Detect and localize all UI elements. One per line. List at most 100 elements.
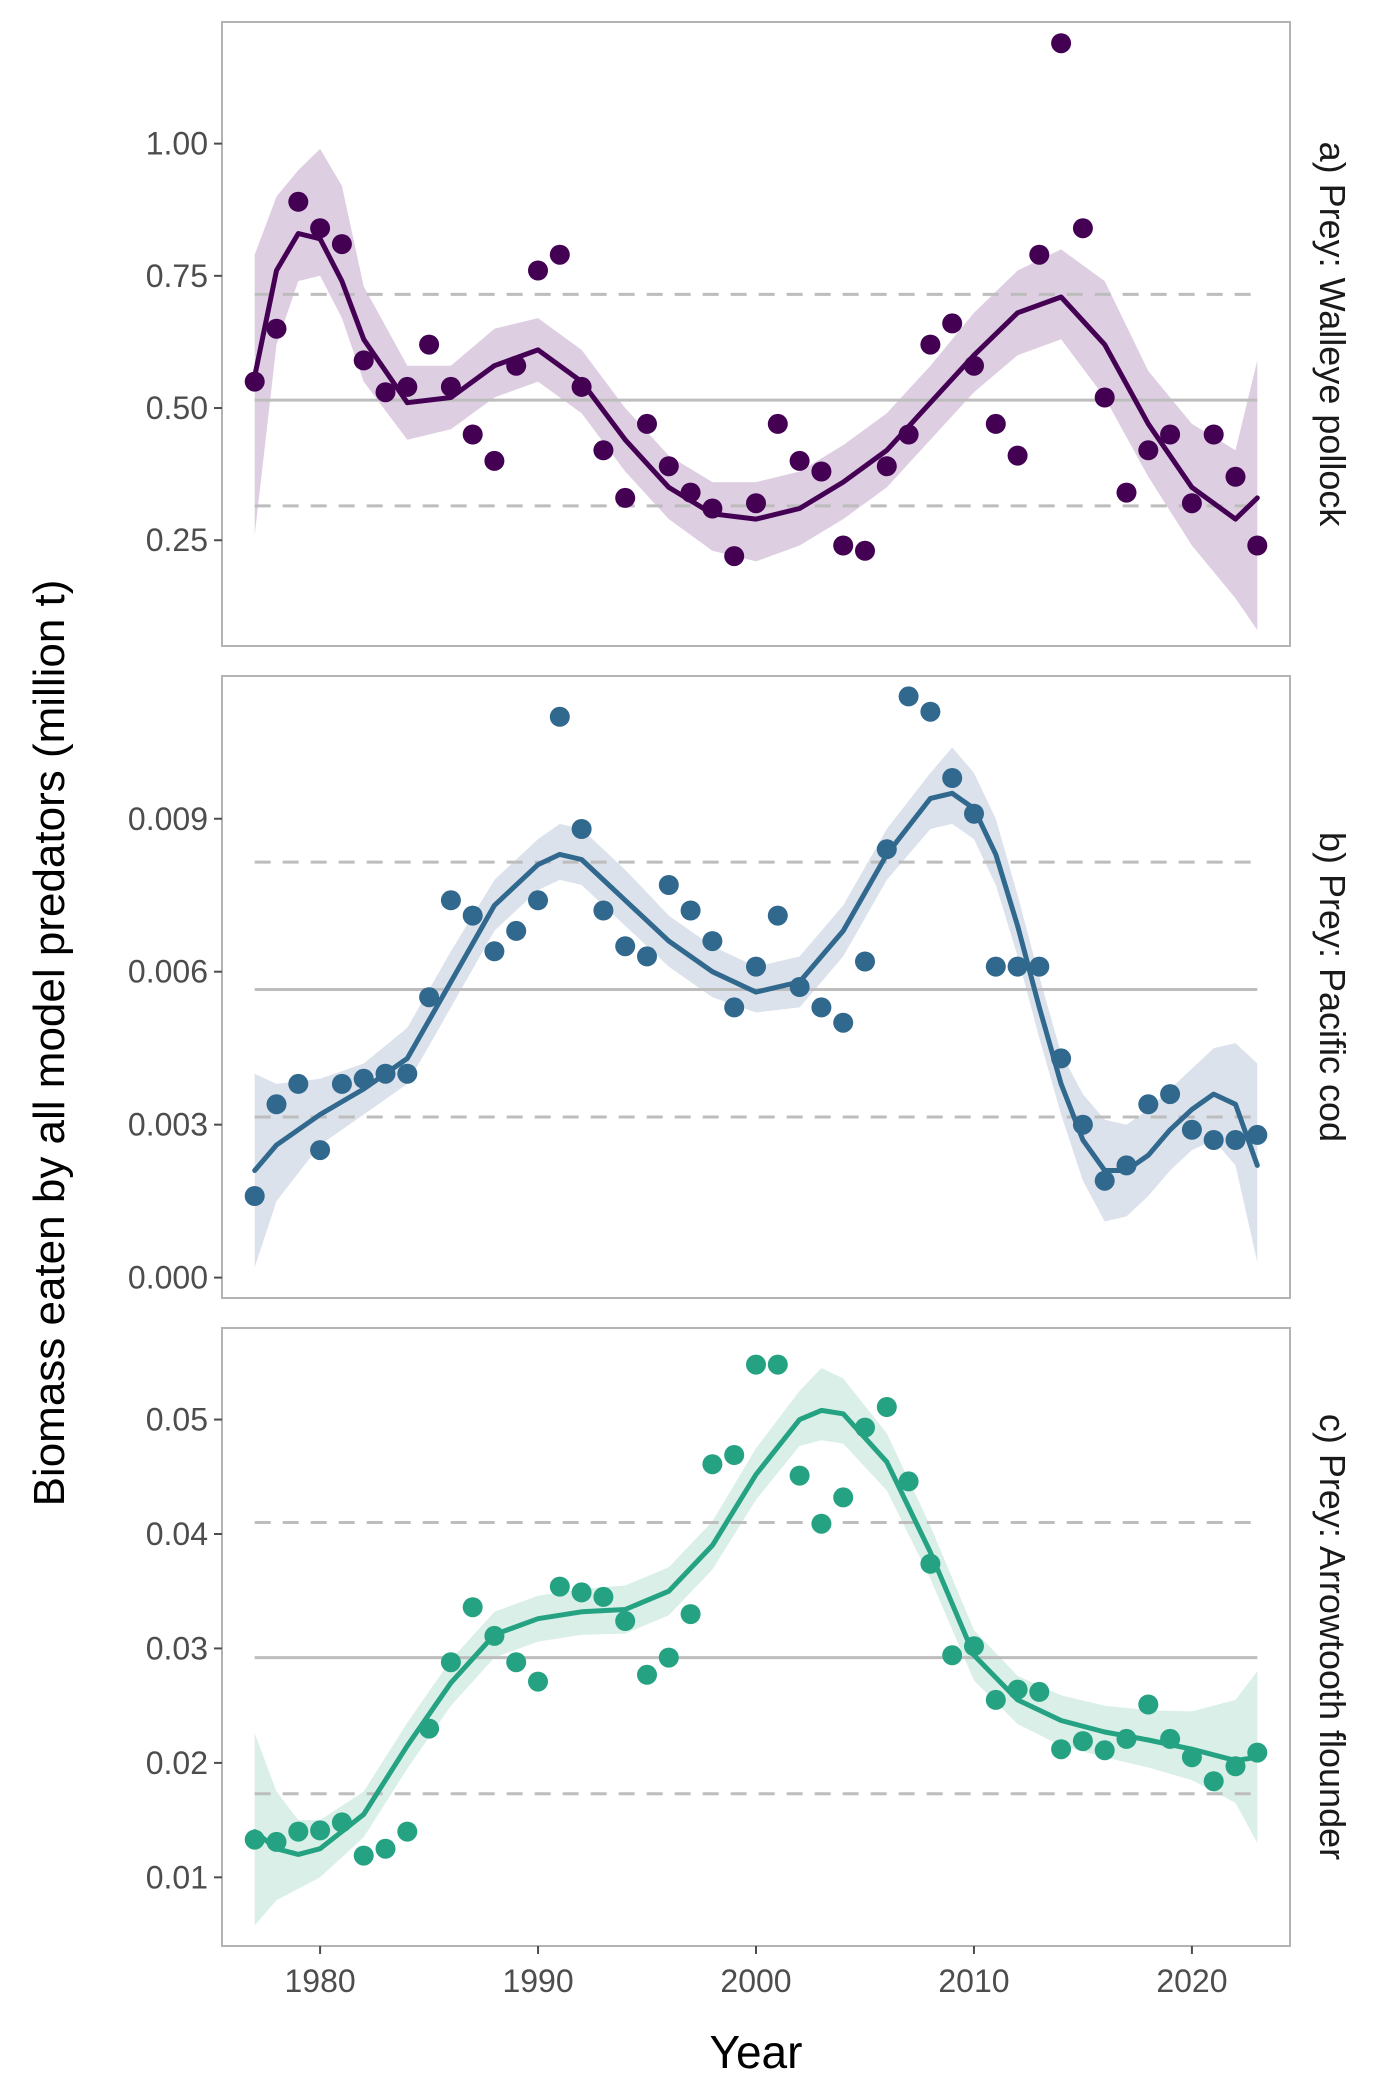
data-point: [397, 376, 418, 397]
data-point: [767, 413, 788, 434]
data-point: [855, 540, 875, 561]
data-point: [593, 900, 614, 921]
data-point: [1072, 1114, 1093, 1135]
data-point: [680, 900, 701, 921]
data-point: [419, 334, 440, 355]
data-point: [702, 1454, 723, 1475]
smooth-line: [252, 1407, 1260, 1857]
data-point: [484, 1625, 505, 1646]
data-point: [724, 1445, 745, 1465]
data-point: [789, 1465, 810, 1486]
data-point: [637, 946, 657, 967]
x-axis: 1980 1990 2000 2010 2020: [284, 1946, 1228, 1999]
data-point: [898, 686, 919, 707]
x-tick-label: 2000: [720, 1963, 791, 1999]
data-point: [1225, 1130, 1246, 1150]
data-point: [855, 1417, 875, 1438]
data-point: [331, 1073, 352, 1094]
data-point: [746, 493, 766, 514]
data-point: [462, 905, 483, 926]
data-point: [964, 803, 984, 824]
data-point: [811, 997, 832, 1018]
y-tick-label: 0.006: [128, 954, 208, 990]
data-point: [985, 1689, 1006, 1710]
x-tick-label: 2020: [1156, 1963, 1227, 1999]
y-tick-label: 0.50: [146, 390, 208, 426]
data-point: [920, 1553, 941, 1574]
y-tick-label: 0.003: [128, 1107, 208, 1143]
data-point: [571, 1582, 592, 1603]
data-point: [528, 890, 548, 911]
data-point: [1247, 535, 1268, 556]
data-point: [244, 371, 265, 392]
data-point: [833, 535, 854, 556]
data-point: [506, 1652, 527, 1673]
data-point: [353, 1845, 374, 1866]
data-point: [767, 905, 788, 926]
x-tick-label: 1980: [284, 1963, 355, 1999]
data-point: [1007, 445, 1028, 466]
confidence-band: [254, 747, 1258, 1268]
data-point: [724, 546, 745, 567]
data-point: [680, 1604, 701, 1625]
data-point: [1225, 466, 1246, 487]
data-point: [702, 931, 723, 952]
data-point: [1160, 1084, 1181, 1105]
data-point: [310, 1140, 331, 1161]
data-point: [528, 260, 548, 281]
data-point: [288, 1073, 309, 1094]
data-point: [1181, 1747, 1202, 1768]
panels: 0.25 0.50 0.75 1.00 a) Prey: Walleye pollock…: [128, 21, 1353, 1947]
data-point: [1029, 244, 1050, 265]
data-point: [876, 839, 897, 860]
data-point: [1138, 440, 1159, 461]
data-point: [353, 1068, 374, 1089]
y-tick-label: 0.02: [146, 1745, 208, 1781]
data-point: [702, 498, 723, 519]
data-point: [789, 977, 810, 997]
data-point: [658, 1647, 679, 1668]
data-point: [397, 1063, 418, 1084]
y-tick-label: 0.25: [146, 522, 208, 558]
data-point: [746, 1354, 766, 1375]
data-point: [375, 382, 396, 403]
data-point: [440, 890, 461, 911]
data-point: [1247, 1742, 1268, 1763]
data-point: [615, 936, 636, 957]
data-point: [549, 1576, 570, 1597]
data-point: [1051, 33, 1072, 54]
panel-3: 0.01 0.02 0.03 0.04 0.05 c) Prey: Arrowtooth …: [146, 1327, 1353, 1947]
data-point: [1138, 1094, 1159, 1115]
panel-2: 0.000 0.003 0.006 0.009 b) Prey: Pacific cod: [128, 675, 1353, 1299]
data-point: [1203, 1130, 1224, 1150]
data-point: [244, 1829, 265, 1850]
y-tick-label: 0.05: [146, 1402, 208, 1438]
data-point: [1181, 493, 1202, 514]
data-point: [637, 1664, 657, 1685]
data-point: [1094, 1170, 1115, 1191]
y-tick-label: 0.009: [128, 801, 208, 837]
data-point: [789, 450, 810, 471]
data-point: [331, 234, 352, 255]
data-point: [484, 941, 505, 962]
data-point: [244, 1186, 265, 1206]
y-tick-label: 0.000: [128, 1260, 208, 1296]
data-point: [876, 456, 897, 477]
data-point: [571, 819, 592, 839]
data-point: [1116, 482, 1137, 503]
y-tick-label: 1.00: [146, 126, 208, 162]
data-point: [942, 313, 963, 334]
data-point: [985, 956, 1006, 977]
data-point: [1116, 1728, 1137, 1749]
data-point: [1029, 956, 1050, 977]
data-point: [811, 461, 832, 482]
data-point: [593, 440, 614, 461]
data-point: [855, 951, 875, 972]
data-point: [397, 1821, 418, 1842]
data-point: [484, 450, 505, 471]
data-point: [746, 956, 766, 977]
panel-border: [221, 675, 1291, 1299]
data-point: [266, 1094, 287, 1115]
data-point: [528, 1671, 548, 1692]
